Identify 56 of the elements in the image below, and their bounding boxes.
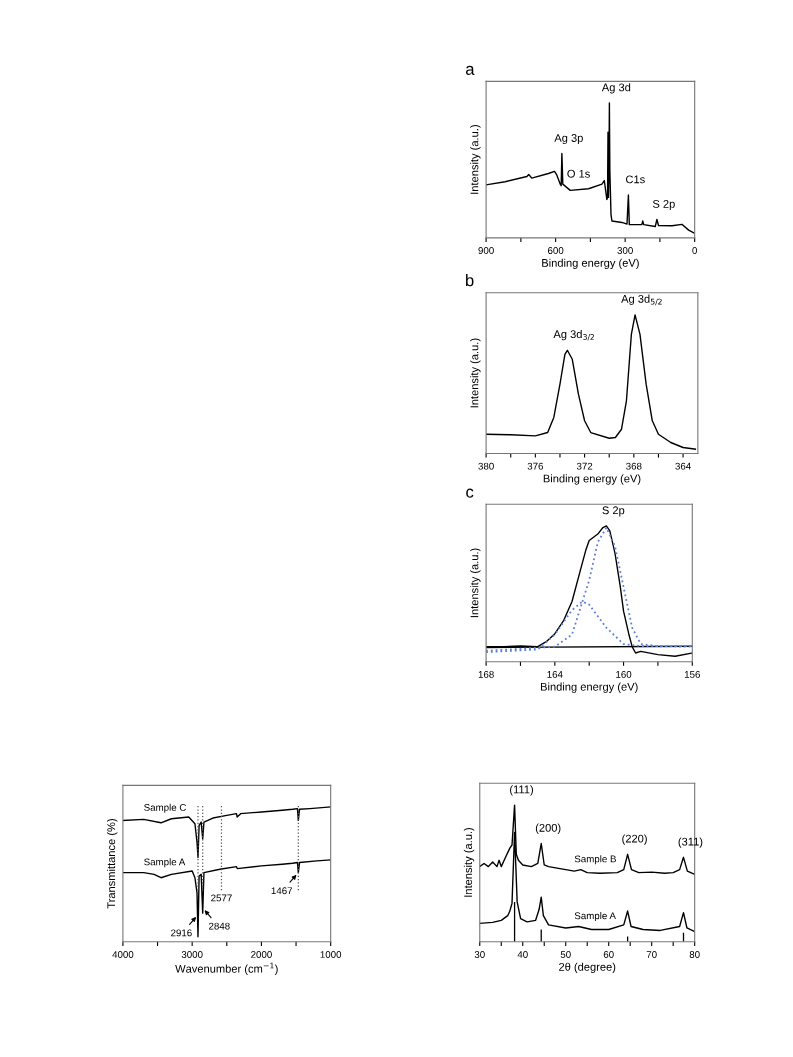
- series-label: Sample A: [574, 912, 616, 922]
- x-tick-label: 30: [474, 951, 485, 958]
- annotation: (311): [678, 837, 703, 848]
- ref-line-label: 2577: [211, 894, 232, 902]
- x-tick-label: 600: [548, 247, 564, 254]
- x-axis-title: Binding energy (eV): [543, 474, 641, 485]
- x-tick-label: 376: [527, 462, 544, 470]
- y-axis-title: Intensity (a.u.): [470, 548, 481, 618]
- annotation: 2848: [208, 922, 230, 930]
- annotation: 1467: [271, 887, 293, 895]
- x-tick-label: 168: [478, 670, 494, 678]
- annotation: Ag 3d$_{5/2}$: [621, 294, 662, 306]
- x-tick-label: 164: [547, 670, 563, 678]
- annotation: (111): [510, 785, 533, 796]
- x-tick-label: 50: [560, 951, 571, 958]
- x-axis-title: Binding energy (eV): [541, 682, 638, 693]
- series-label: Sample A: [144, 858, 186, 868]
- x-tick-label: 900: [478, 247, 494, 254]
- x-tick-label: 300: [617, 247, 633, 254]
- x-axis-title: 2θ (degree): [559, 962, 616, 974]
- annotation: O 1s: [567, 169, 590, 178]
- x-tick-label: 70: [646, 951, 657, 958]
- x-tick-label: 160: [616, 670, 632, 678]
- x-tick-label: 0: [692, 247, 697, 254]
- x-tick-label: 368: [626, 462, 642, 470]
- annotation: 2916: [171, 929, 192, 937]
- x-tick-label: 40: [517, 951, 528, 958]
- x-tick-label: 60: [603, 951, 614, 958]
- annotation: (220): [622, 834, 647, 845]
- annotation: Ag 3d$_{3/2}$: [553, 329, 595, 341]
- x-axis-title: Binding energy (eV): [542, 258, 639, 270]
- chart-title: b: [466, 274, 474, 287]
- x-tick-label: 364: [675, 462, 691, 470]
- annotation: (200): [535, 823, 561, 834]
- x-tick-label: 80: [689, 951, 700, 958]
- x-tick-label: 380: [478, 462, 494, 470]
- x-tick-label: 1000: [320, 951, 342, 958]
- x-tick-label: 372: [576, 462, 593, 470]
- x-tick-label: 2000: [251, 951, 272, 958]
- y-axis-title: Intensity (a.u.): [470, 338, 481, 408]
- annotation: C1s: [626, 175, 645, 184]
- annotation: S 2p: [602, 506, 625, 517]
- x-tick-label: 4000: [112, 951, 134, 958]
- annotation: Ag 3p: [554, 134, 583, 145]
- y-axis-title: Transmittance (%): [107, 819, 118, 909]
- y-axis-title: Intensity (a.u.): [470, 125, 481, 194]
- series-label: Sample C: [144, 803, 187, 813]
- y-axis-title: Intensity (a.u.): [463, 828, 475, 897]
- chart-title: c: [466, 488, 474, 498]
- chart-title: a: [465, 65, 475, 75]
- x-axis-title: Wavenumber (cm$^{−1}$): [175, 962, 278, 975]
- x-tick-label: 3000: [181, 951, 203, 958]
- annotation: Ag 3d: [601, 83, 631, 94]
- series-label: Sample B: [574, 855, 616, 865]
- x-tick-label: 156: [684, 670, 700, 678]
- annotation: S 2p: [652, 199, 675, 211]
